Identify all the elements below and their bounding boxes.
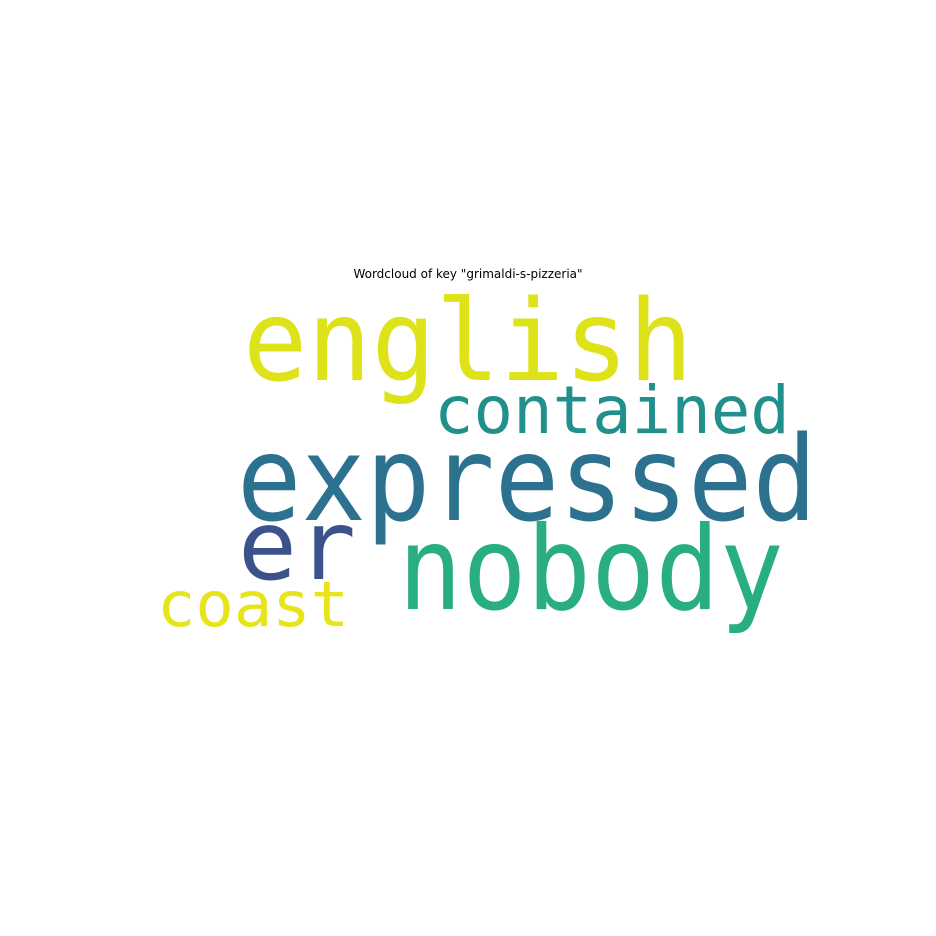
word-nobody: nobody bbox=[398, 502, 784, 637]
figure-title: Wordcloud of key "grimaldi-s-pizzeria" bbox=[353, 267, 583, 281]
word-er: er bbox=[238, 490, 357, 602]
word-coast: coast bbox=[157, 568, 350, 641]
word-expressed: expressed bbox=[237, 410, 817, 548]
word-contained: contained bbox=[434, 372, 790, 449]
word-english: english bbox=[243, 277, 693, 407]
